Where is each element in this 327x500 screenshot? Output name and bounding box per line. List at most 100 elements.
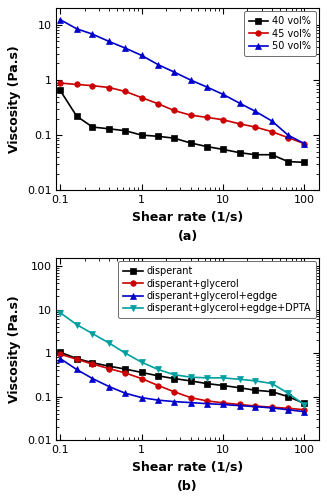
50 vol% xyxy=(58,16,62,22)
disperant+glycerol+egdge xyxy=(238,402,242,408)
40 vol% xyxy=(91,124,95,130)
disperant+glycerol+egdge xyxy=(253,404,257,409)
disperant xyxy=(123,366,127,372)
45 vol% xyxy=(205,114,209,120)
disperant+glycerol xyxy=(172,388,176,394)
50 vol% xyxy=(107,38,111,44)
Line: 40 vol%: 40 vol% xyxy=(57,88,307,165)
disperant+glycerol+egdge xyxy=(172,398,176,404)
disperant+glycerol+egdge xyxy=(140,394,144,400)
45 vol% xyxy=(107,84,111,90)
disperant+glycerol xyxy=(140,376,144,382)
45 vol% xyxy=(221,116,225,122)
disperant+glycerol+egdge+DPTA xyxy=(75,322,79,328)
disperant+glycerol+egdge xyxy=(205,400,209,406)
disperant+glycerol xyxy=(75,356,79,362)
50 vol% xyxy=(221,92,225,98)
disperant+glycerol+egdge+DPTA xyxy=(156,366,160,372)
disperant+glycerol xyxy=(91,361,95,367)
50 vol% xyxy=(172,69,176,75)
45 vol% xyxy=(156,101,160,107)
45 vol% xyxy=(91,82,95,88)
disperant+glycerol+egdge+DPTA xyxy=(91,330,95,336)
Y-axis label: Viscosity (Pa.s): Viscosity (Pa.s) xyxy=(8,46,21,153)
disperant xyxy=(91,360,95,366)
disperant+glycerol+egdge xyxy=(286,406,290,412)
disperant+glycerol+egdge xyxy=(123,390,127,396)
40 vol% xyxy=(140,132,144,138)
disperant+glycerol xyxy=(123,370,127,376)
disperant+glycerol+egdge+DPTA xyxy=(286,390,290,396)
50 vol% xyxy=(123,45,127,51)
45 vol% xyxy=(172,108,176,114)
disperant xyxy=(172,376,176,382)
disperant xyxy=(221,382,225,388)
disperant+glycerol xyxy=(221,400,225,406)
Line: 50 vol%: 50 vol% xyxy=(57,17,307,146)
disperant xyxy=(58,349,62,355)
40 vol% xyxy=(123,128,127,134)
40 vol% xyxy=(205,144,209,150)
Legend: disperant, disperant+glycerol, disperant+glycerol+egdge, disperant+glycerol+egdg: disperant, disperant+glycerol, disperant… xyxy=(118,261,316,318)
45 vol% xyxy=(75,82,79,87)
disperant+glycerol+egdge xyxy=(156,397,160,403)
Line: disperant+glycerol+egdge: disperant+glycerol+egdge xyxy=(57,356,307,414)
Legend: 40 vol%, 45 vol%, 50 vol%: 40 vol%, 45 vol%, 50 vol% xyxy=(244,12,316,56)
disperant xyxy=(107,363,111,369)
40 vol% xyxy=(286,158,290,164)
disperant+glycerol xyxy=(156,382,160,388)
disperant+glycerol+egdge xyxy=(302,408,306,414)
40 vol% xyxy=(238,150,242,156)
45 vol% xyxy=(58,80,62,86)
disperant+glycerol+egdge xyxy=(221,402,225,407)
X-axis label: Shear rate (1/s): Shear rate (1/s) xyxy=(132,210,243,224)
50 vol% xyxy=(91,31,95,37)
Line: 45 vol%: 45 vol% xyxy=(57,80,307,146)
45 vol% xyxy=(253,124,257,130)
disperant+glycerol+egdge xyxy=(107,384,111,390)
disperant+glycerol+egdge+DPTA xyxy=(302,402,306,408)
disperant+glycerol+egdge+DPTA xyxy=(58,310,62,316)
50 vol% xyxy=(75,26,79,32)
40 vol% xyxy=(189,140,193,146)
disperant+glycerol+egdge+DPTA xyxy=(253,378,257,384)
50 vol% xyxy=(156,62,160,68)
disperant xyxy=(302,400,306,406)
disperant+glycerol xyxy=(189,394,193,400)
40 vol% xyxy=(270,152,274,158)
50 vol% xyxy=(140,52,144,59)
disperant+glycerol+egdge+DPTA xyxy=(270,380,274,386)
45 vol% xyxy=(286,134,290,140)
40 vol% xyxy=(221,146,225,152)
Text: (a): (a) xyxy=(177,230,198,243)
40 vol% xyxy=(58,88,62,94)
disperant+glycerol+egdge xyxy=(75,366,79,372)
disperant+glycerol+egdge xyxy=(189,400,193,406)
45 vol% xyxy=(189,112,193,118)
50 vol% xyxy=(205,84,209,90)
disperant+glycerol xyxy=(270,404,274,410)
disperant+glycerol+egdge+DPTA xyxy=(221,375,225,381)
X-axis label: Shear rate (1/s): Shear rate (1/s) xyxy=(132,460,243,473)
Line: disperant: disperant xyxy=(57,350,307,406)
disperant+glycerol+egdge+DPTA xyxy=(238,376,242,382)
Line: disperant+glycerol: disperant+glycerol xyxy=(57,352,307,412)
disperant xyxy=(270,388,274,394)
disperant+glycerol+egdge xyxy=(270,405,274,411)
40 vol% xyxy=(302,160,306,166)
disperant xyxy=(156,373,160,379)
disperant+glycerol+egdge+DPTA xyxy=(123,350,127,356)
50 vol% xyxy=(238,100,242,106)
40 vol% xyxy=(75,113,79,119)
45 vol% xyxy=(270,128,274,134)
disperant xyxy=(238,384,242,390)
45 vol% xyxy=(140,94,144,100)
disperant xyxy=(140,370,144,376)
disperant+glycerol+egdge xyxy=(58,356,62,362)
disperant+glycerol+egdge+DPTA xyxy=(172,372,176,378)
disperant+glycerol xyxy=(253,403,257,409)
disperant+glycerol+egdge+DPTA xyxy=(140,359,144,365)
disperant+glycerol+egdge+DPTA xyxy=(205,375,209,381)
disperant+glycerol xyxy=(205,398,209,404)
disperant+glycerol xyxy=(107,366,111,372)
